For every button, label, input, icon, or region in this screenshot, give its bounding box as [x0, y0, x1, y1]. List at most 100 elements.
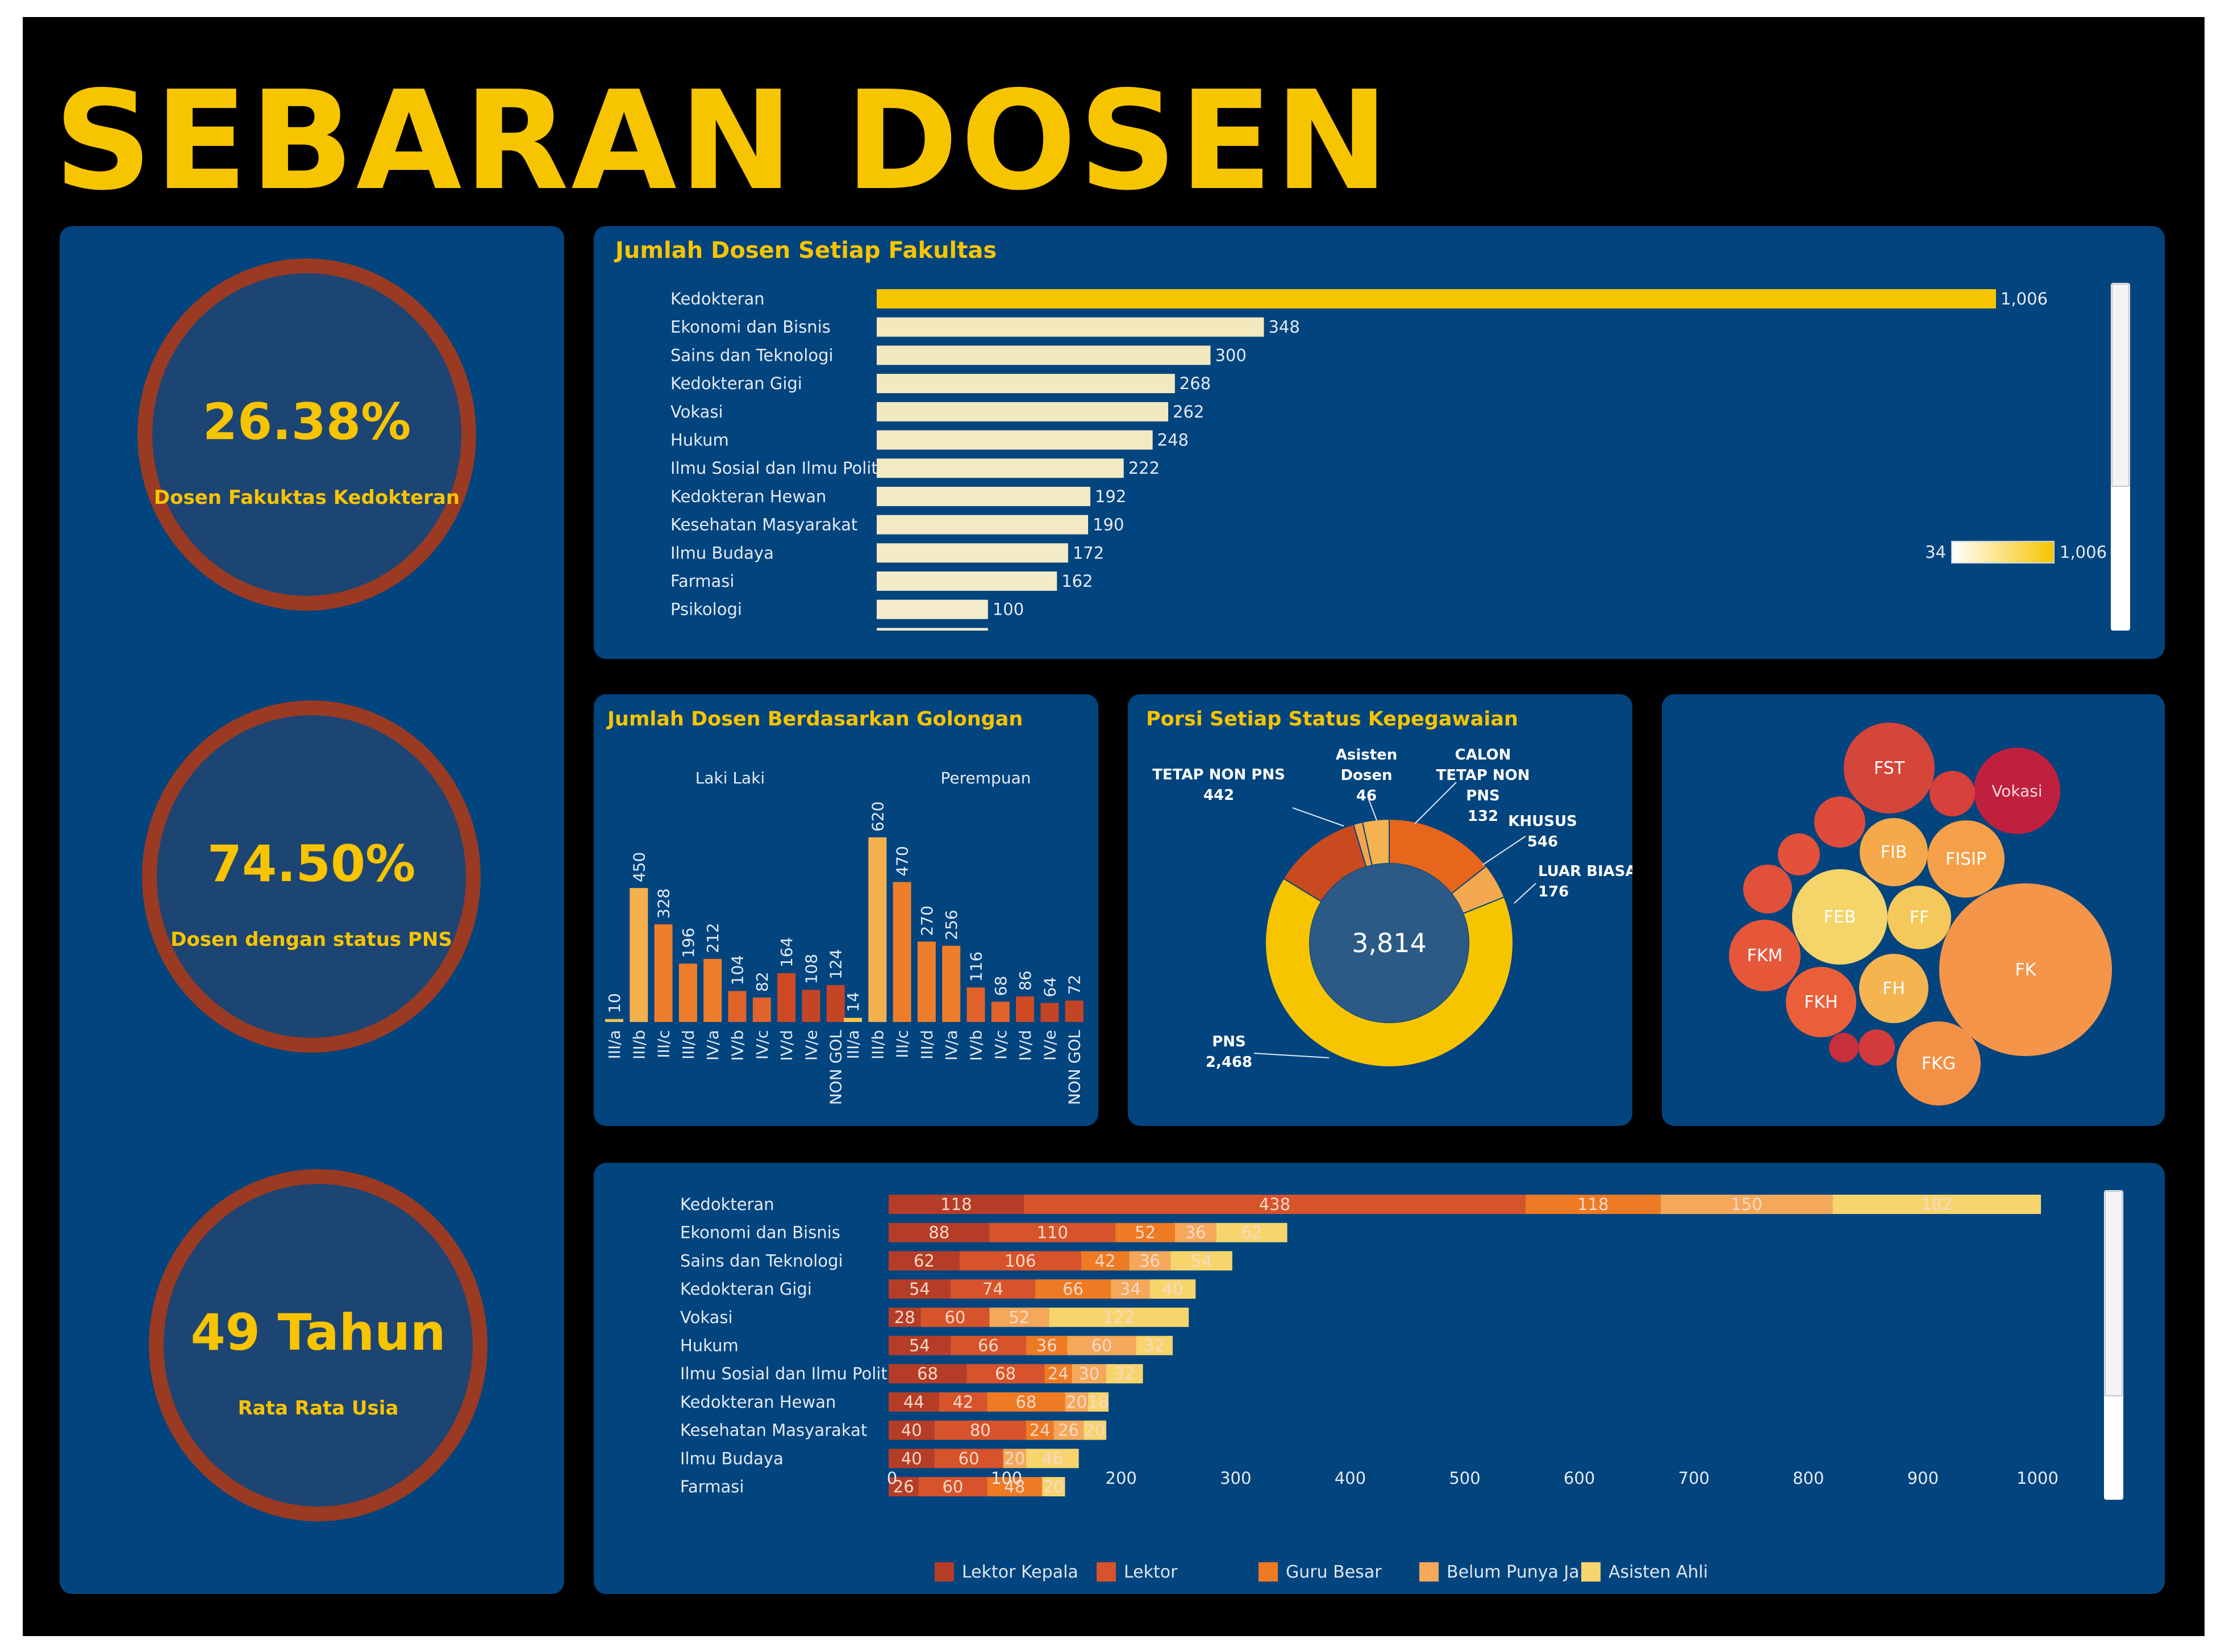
stacked-segment[interactable]	[1088, 1392, 1109, 1412]
bubble[interactable]	[1927, 820, 2005, 898]
stacked-segment[interactable]	[889, 1449, 935, 1469]
faculty-bar[interactable]	[877, 571, 1057, 591]
stacked-segment[interactable]	[889, 1477, 919, 1496]
bubble[interactable]	[1939, 883, 2112, 1056]
stacked-segment[interactable]	[989, 1223, 1116, 1242]
stacked-segment[interactable]	[889, 1420, 935, 1440]
stacked-segment[interactable]	[1111, 1279, 1150, 1299]
golongan-bar[interactable]	[1016, 996, 1035, 1022]
stacked-segment[interactable]	[950, 1336, 1026, 1355]
stacked-segment[interactable]	[1149, 1279, 1196, 1299]
stacked-segment[interactable]	[1832, 1195, 2041, 1214]
faculty-bar[interactable]	[877, 317, 1264, 337]
stacked-segment[interactable]	[1049, 1307, 1189, 1327]
stacked-segment[interactable]	[1026, 1420, 1054, 1440]
stacked-segment[interactable]	[889, 1195, 1024, 1214]
stacked-segment[interactable]	[889, 1307, 921, 1327]
bubble[interactable]	[1814, 796, 1865, 848]
stacked-segment[interactable]	[920, 1307, 990, 1327]
stacked-segment[interactable]	[987, 1392, 1065, 1412]
faculty-bar[interactable]	[877, 345, 1211, 365]
golongan-bar[interactable]	[917, 941, 936, 1022]
golongan-bar[interactable]	[728, 991, 747, 1022]
stacked-segment[interactable]	[918, 1477, 988, 1496]
faculty-bar[interactable]	[877, 402, 1169, 422]
golongan-bar[interactable]	[868, 837, 887, 1022]
stacked-segment[interactable]	[939, 1392, 988, 1412]
stacked-segment[interactable]	[1170, 1251, 1232, 1271]
bubble[interactable]	[1786, 967, 1856, 1037]
golongan-bar[interactable]	[1040, 1003, 1059, 1022]
stacked-segment[interactable]	[1042, 1477, 1065, 1496]
faculty-bar[interactable]	[877, 374, 1175, 394]
golongan-bar[interactable]	[942, 945, 961, 1022]
stacked-segment[interactable]	[889, 1251, 960, 1271]
bubble[interactable]	[1974, 748, 2060, 834]
golongan-bar[interactable]	[893, 882, 911, 1022]
scrollbar-thumb[interactable]	[2111, 283, 2130, 487]
faculty-bar[interactable]	[877, 599, 988, 619]
stacked-segment[interactable]	[1026, 1449, 1079, 1469]
bubble[interactable]	[1859, 1029, 1895, 1066]
golongan-bar[interactable]	[966, 987, 985, 1022]
stacked-segment[interactable]	[1106, 1364, 1143, 1384]
stacked-segment[interactable]	[1115, 1223, 1175, 1242]
golongan-bar[interactable]	[844, 1017, 862, 1022]
stacked-segment[interactable]	[989, 1307, 1049, 1327]
faculty-bar[interactable]	[877, 430, 1153, 450]
golongan-bar[interactable]	[1065, 1000, 1084, 1022]
stacked-segment[interactable]	[1053, 1420, 1084, 1440]
faculty-bar[interactable]	[877, 543, 1068, 563]
bubble[interactable]	[1778, 833, 1820, 875]
faculty-bar[interactable]	[877, 515, 1089, 535]
legend-item-lektor-kepala[interactable]: Lektor Kepala	[935, 1561, 1078, 1583]
bubble[interactable]	[1844, 723, 1935, 814]
stacked-segment[interactable]	[1175, 1223, 1216, 1242]
stacked-segment[interactable]	[1072, 1364, 1107, 1384]
bubble[interactable]	[1860, 818, 1928, 886]
stacked-segment[interactable]	[889, 1392, 939, 1412]
legend-item-belum-punya-jabatan[interactable]: Belum Punya Ja..	[1419, 1561, 1590, 1583]
golongan-bar[interactable]	[777, 973, 796, 1022]
stacked-segment[interactable]	[1044, 1364, 1072, 1384]
stacked-segment[interactable]	[950, 1279, 1036, 1299]
stacked-segment[interactable]	[1065, 1392, 1088, 1412]
golongan-bar[interactable]	[991, 1002, 1010, 1022]
golongan-bar[interactable]	[752, 998, 771, 1022]
faculty-bar[interactable]	[877, 628, 988, 647]
stacked-segment[interactable]	[889, 1279, 951, 1299]
bubble[interactable]	[1829, 1033, 1859, 1062]
legend-item-guru-besar[interactable]: Guru Besar	[1259, 1561, 1382, 1583]
stacked-segment[interactable]	[934, 1449, 1003, 1469]
stacked-segment[interactable]	[1003, 1449, 1026, 1469]
stacked-segment[interactable]	[889, 1336, 951, 1355]
stacked-segment[interactable]	[934, 1420, 1026, 1440]
stacked-segment[interactable]	[1083, 1420, 1107, 1440]
scrollbar-thumb[interactable]	[2105, 1191, 2123, 1396]
golongan-bar[interactable]	[654, 924, 673, 1022]
legend-item-lektor[interactable]: Lektor	[1097, 1561, 1177, 1583]
stacked-segment[interactable]	[1525, 1195, 1661, 1214]
stacked-segment[interactable]	[889, 1364, 967, 1384]
stacked-segment[interactable]	[1026, 1336, 1068, 1355]
golongan-bar[interactable]	[605, 1019, 623, 1022]
stacked-segment[interactable]	[1136, 1336, 1173, 1355]
bubble[interactable]	[1743, 865, 1792, 913]
stacked-segment[interactable]	[959, 1251, 1081, 1271]
bubble[interactable]	[1888, 886, 1951, 949]
legend-item-asisten-ahli[interactable]: Asisten Ahli	[1581, 1561, 1708, 1583]
stacked-segment[interactable]	[1023, 1195, 1526, 1214]
stacked-segment[interactable]	[966, 1364, 1045, 1384]
bubble[interactable]	[1729, 920, 1801, 991]
bubble[interactable]	[1792, 869, 1888, 965]
golongan-bar[interactable]	[703, 958, 722, 1022]
golongan-bar[interactable]	[678, 963, 697, 1022]
stacked-segment[interactable]	[987, 1477, 1043, 1496]
stacked-segment[interactable]	[1216, 1223, 1288, 1242]
bubble[interactable]	[1930, 771, 1975, 816]
stacked-segment[interactable]	[1660, 1195, 1833, 1214]
stacked-segment[interactable]	[1035, 1279, 1111, 1299]
stacked-segment[interactable]	[889, 1223, 990, 1242]
faculty-bar[interactable]	[877, 458, 1124, 478]
stacked-segment[interactable]	[1081, 1251, 1130, 1271]
